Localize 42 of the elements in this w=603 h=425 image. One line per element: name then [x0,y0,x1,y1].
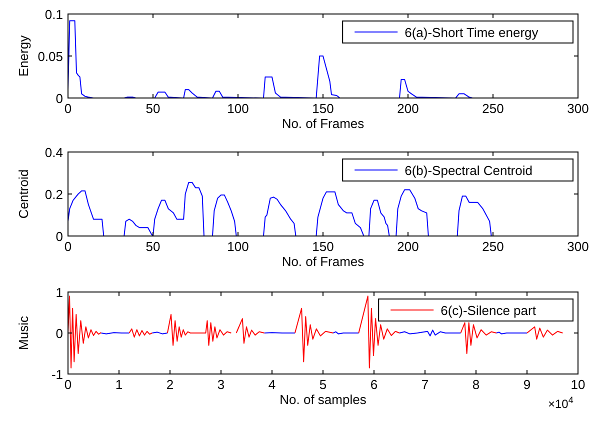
x-tick-label: 300 [567,101,589,116]
x-tick-label: 100 [227,239,249,254]
y-tick-label: 0.05 [38,49,63,64]
x-tick-label: 250 [482,101,504,116]
text: ×10$^{4}$ [548,395,574,411]
x-tick-label: 10 [570,377,586,392]
x-tick-label: 7 [421,377,429,392]
x-tick-label: 150 [312,101,334,116]
x-axis-title: No. of Frames [282,254,365,269]
y-tick-label: 0 [56,326,63,341]
x-tick-label: 250 [482,239,504,254]
x-tick-label: 6 [370,377,378,392]
x-tick-label: 1 [115,377,123,392]
y-tick-label: 0 [56,91,63,106]
legend-label: 6(c)-Silence part [440,303,536,318]
y-tick-label: 0.1 [44,7,63,22]
x-tick-label: 3 [217,377,225,392]
y-axis-title: Music [16,316,31,350]
y-tick-label: -1 [51,367,63,382]
x-tick-label: 100 [227,101,249,116]
x-tick-label: 200 [397,239,419,254]
legend-label: 6(a)-Short Time energy [404,25,539,40]
y-axis-title: Centroid [16,169,31,219]
x-tick-label: 300 [567,239,589,254]
x-tick-label: 150 [312,239,334,254]
x-tick-label: 200 [397,101,419,116]
x-tick-label: 50 [146,239,160,254]
y-tick-label: 0.4 [44,145,63,160]
x-tick-label: 4 [268,377,276,392]
x-tick-label: 9 [523,377,531,392]
x-axis-title: No. of Frames [282,116,365,131]
y-tick-label: 0 [56,229,63,244]
y-axis-title: Energy [16,34,31,77]
y-tick-label: 0.2 [44,187,63,202]
line-series [68,182,492,236]
x-tick-label: 50 [146,101,160,116]
legend-label: 6(b)-Spectral Centroid [404,163,532,178]
x-tick-label: 5 [319,377,327,392]
x-tick-label: 8 [472,377,480,392]
x-tick-label: 2 [166,377,174,392]
y-tick-label: 1 [56,285,63,300]
x-axis-title: No. of samples [280,392,367,407]
